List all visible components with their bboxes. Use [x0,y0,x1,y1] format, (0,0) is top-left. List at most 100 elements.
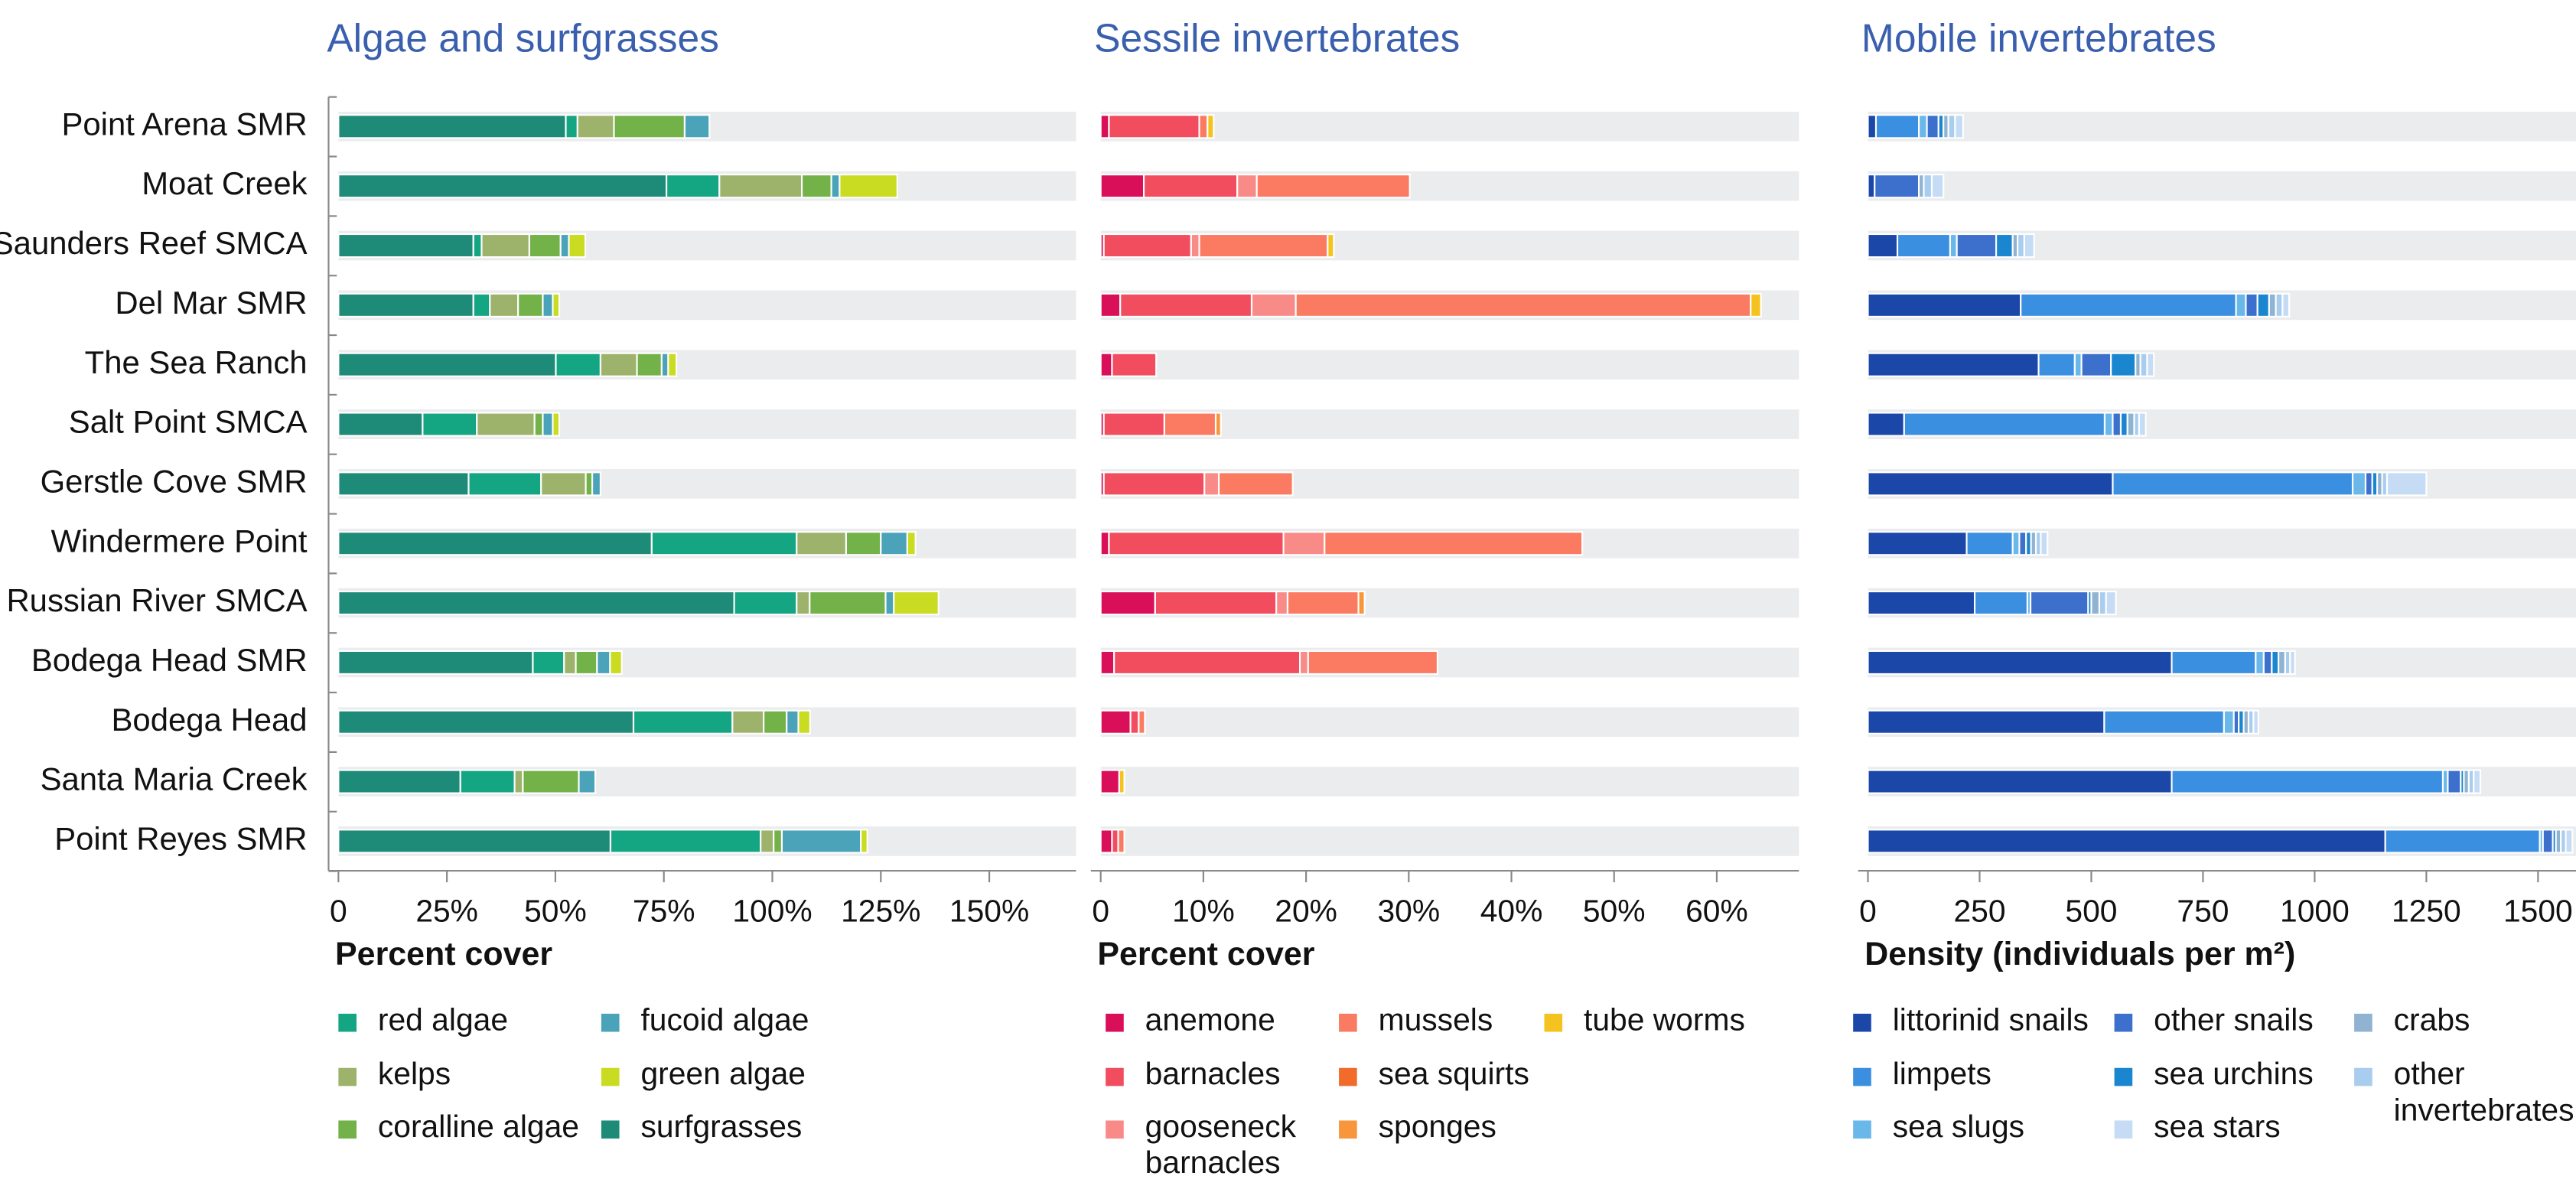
bar-segment [1142,174,1239,199]
bar-segment [1867,412,1905,437]
legend-swatch [601,1013,620,1032]
legend-label: limpets [1892,1057,1991,1093]
row-band [1100,767,1799,796]
bar-segment [2105,590,2117,616]
bar-segment [830,174,841,199]
bar-segment [1923,174,1933,199]
category-label: Windermere Point [51,523,308,559]
legend-item: mussels [1339,1004,1532,1040]
legend-label: other invertebrates [2393,1057,2574,1129]
bar-segment [552,412,561,437]
category-label: Salt Point SMCA [69,404,308,440]
legend-swatch [1853,1067,1871,1086]
bar-segment [2271,650,2280,676]
bar-segment [780,829,862,854]
row-band [1100,826,1799,856]
bar-segment [613,114,686,139]
bar-segment [2252,709,2259,735]
bar-segment [1113,650,1301,676]
legend-label: mussels [1378,1004,1493,1039]
category-label: Del Mar SMR [115,285,307,321]
category-label: Bodega Head [112,702,308,738]
legend-swatch [1339,1067,1357,1086]
bar-segment [1995,233,2014,259]
bar-segment [1099,174,1145,199]
bar-segment [472,233,483,259]
bar-segment [1163,412,1217,437]
bar-segment [1099,709,1132,735]
bar-segment [513,769,524,794]
bar-segment [1198,114,1209,139]
bar-segment [1947,114,1956,139]
bar-segment [2073,352,2083,377]
x-tick-label: 25% [415,894,478,929]
bar-segment [1275,590,1289,616]
legend-swatch [1106,1067,1124,1086]
bar-segment [1286,590,1360,616]
bar-segment [880,531,908,556]
bar-segment [2171,769,2444,794]
x-tick-label: 0 [1859,894,1877,929]
bar-segment [1896,233,1952,259]
bar-segment [666,174,721,199]
legend-swatch [1106,1013,1124,1032]
x-tick-label: 1250 [2392,894,2461,929]
legend-label: littorinid snails [1892,1004,2089,1039]
bar-segment [1102,471,1206,497]
bar-segment [337,114,567,139]
bar-segment [422,412,478,437]
legend-item: sea urchins [2114,1057,2355,1094]
bar-segment [1138,709,1146,735]
bar-segment [2126,412,2135,437]
bar-segment [559,233,570,259]
bar-segment [337,233,474,259]
bar-segment [893,590,940,616]
bar-segment [1108,531,1285,556]
x-tick-label: 10% [1172,894,1235,929]
bar-segment [2385,471,2428,497]
legend-label: sea urchins [2154,1057,2314,1093]
bar-segment [636,352,663,377]
row-band [1868,112,2576,142]
bar-segment [517,292,544,318]
legend-label: crabs [2393,1004,2470,1039]
legend-label: fucoid algae [640,1004,809,1039]
category-label: Gerstle Cove SMR [41,463,308,499]
bar-segment [2281,292,2291,318]
bar-segment [2235,292,2247,318]
bar-segment [800,174,832,199]
bar-segment [555,352,601,377]
bar-segment [786,709,800,735]
bar-segment [1973,590,2029,616]
bar-segment [1154,590,1278,616]
category-label: Russian River SMCA [6,582,307,618]
bar-segment [2268,292,2277,318]
legend-item: kelps [338,1058,585,1094]
legend-item: tube worms [1544,1004,1774,1040]
legend-swatch [2114,1067,2133,1086]
x-tick-label: 30% [1378,894,1441,929]
bar-segment [1750,292,1762,318]
bar-segment [2017,233,2025,259]
legend-swatch [338,1067,357,1086]
category-label: Moat Creek [142,165,307,201]
bar-segment [596,650,611,676]
category-label: Santa Maria Creek [41,761,308,797]
x-tick-label: 150% [949,894,1029,929]
bar-segment [576,114,615,139]
category-label: Point Arena SMR [61,106,307,142]
bar-segment [1111,829,1119,854]
legend-swatch [338,1120,357,1139]
bar-segment [2473,769,2482,794]
bar-segment [2146,352,2155,377]
bar-segment [1965,531,2014,556]
bar-segment [2023,233,2035,259]
legend-swatch [2354,1067,2372,1086]
legend-swatch [1853,1013,1871,1032]
bar-segment [773,829,783,854]
bar-segment [1867,829,2386,854]
legend-label: surfgrasses [640,1110,803,1145]
category-label: Bodega Head SMR [31,642,308,678]
bar-segment [1099,590,1156,616]
bar-segment [540,471,587,497]
